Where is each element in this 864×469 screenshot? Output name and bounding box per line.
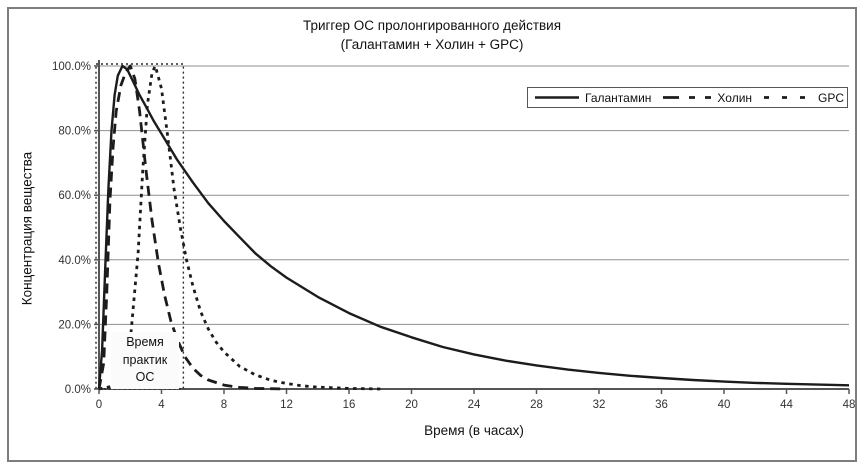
series-line-long-dash <box>97 64 287 391</box>
y-tick-label: 0.0% <box>65 384 91 396</box>
annotation-label: Время практик ОС <box>111 332 179 389</box>
x-tick-label: 16 <box>343 399 356 411</box>
y-tick-label: 80.0% <box>58 126 91 138</box>
x-tick-label: 40 <box>718 399 731 411</box>
y-tick-label: 60.0% <box>58 190 91 202</box>
legend-item-holin: Холин <box>660 91 761 105</box>
x-tick-label: 48 <box>843 399 856 411</box>
annotation-label-line3: ОС <box>135 370 155 385</box>
y-tick-label: 20.0% <box>58 319 91 331</box>
legend-item-galantamin: Галантамин <box>532 91 660 105</box>
x-tick-label: 20 <box>405 399 418 411</box>
y-axis-title: Концентрация вещества <box>19 151 35 306</box>
x-tick-label: 28 <box>530 399 543 411</box>
chart-title-line1: Триггер ОС пролонгированного действия <box>302 18 562 33</box>
legend: Галантамин Холин GPC <box>527 87 848 108</box>
series-line-short-dash <box>98 64 381 391</box>
x-tick-label: 4 <box>158 399 165 411</box>
x-tick-label: 0 <box>96 399 102 411</box>
legend-label-galantamin: Галантамин <box>585 90 652 105</box>
annotation-label-line2: практик <box>122 352 168 367</box>
solid-line-icon <box>535 96 579 99</box>
series-line-solid <box>97 64 850 390</box>
x-tick-label: 44 <box>780 399 793 411</box>
short-dash-line-icon <box>764 96 813 99</box>
legend-item-gpc: GPC <box>761 91 844 105</box>
x-tick-label: 32 <box>593 399 606 411</box>
x-tick-label: 8 <box>221 399 227 411</box>
annotation-label-line1: Время <box>126 335 164 350</box>
long-dash-line-icon <box>663 96 712 99</box>
legend-label-gpc: GPC <box>818 90 845 105</box>
chart-title-line2: (Галантамин + Холин + GPC) <box>340 37 524 53</box>
chart-title: Триггер ОС пролонгированного действия (Г… <box>0 16 864 54</box>
legend-label-holin: Холин <box>717 90 753 105</box>
x-tick-label: 36 <box>655 399 668 411</box>
x-axis-title: Время (в часах) <box>424 423 524 438</box>
y-tick-label: 40.0% <box>58 255 91 267</box>
x-tick-label: 12 <box>280 399 293 411</box>
y-tick-label: 100.0% <box>52 61 91 73</box>
annotation-box <box>95 63 185 390</box>
x-tick-label: 24 <box>468 399 481 411</box>
